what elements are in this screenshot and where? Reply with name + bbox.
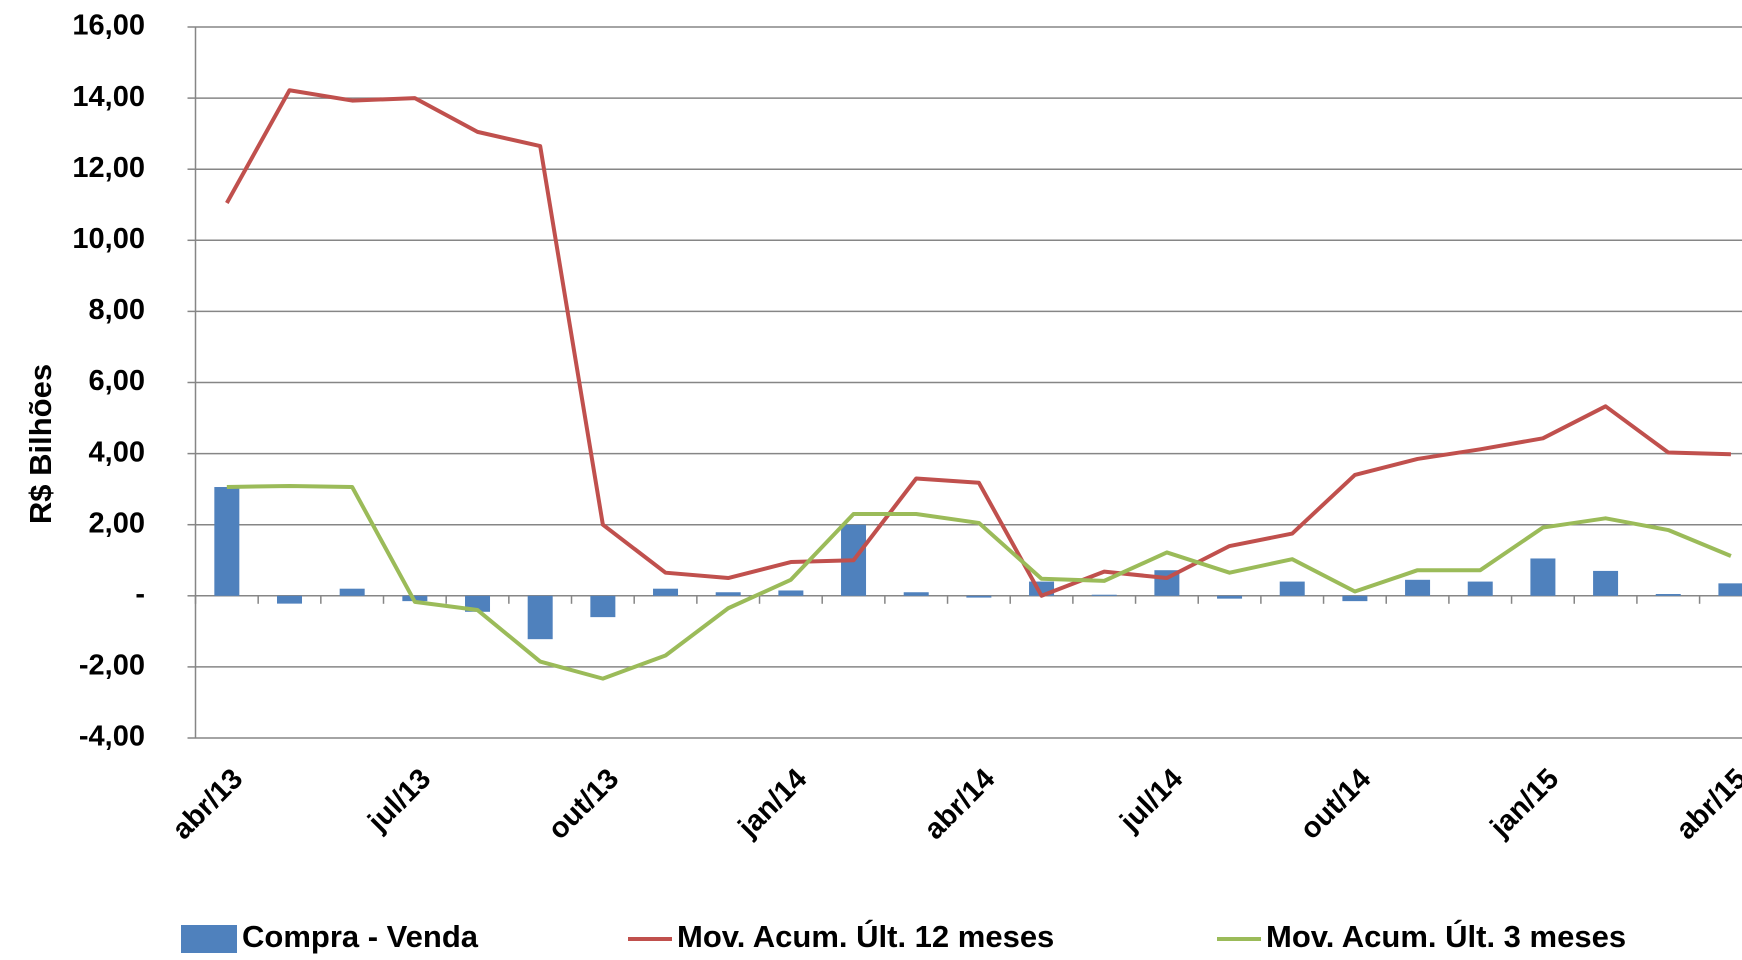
y-tick-label: 6,00 — [89, 365, 145, 397]
x-tick-label: abr/14 — [918, 763, 1001, 846]
bar — [1091, 594, 1117, 596]
bar — [778, 590, 804, 596]
legend-label: Mov. Acum. Últ. 12 meses — [677, 918, 1054, 954]
bar — [966, 595, 992, 598]
bar — [1467, 581, 1493, 596]
line — [226, 483, 1732, 681]
y-tick-label: 14,00 — [72, 81, 145, 113]
y-tick-label: 12,00 — [72, 152, 145, 184]
legend-label: Compra - Venda — [242, 919, 479, 954]
bar — [1593, 570, 1619, 596]
legend-label: Mov. Acum. Últ. 3 meses — [1266, 918, 1626, 954]
bar — [1405, 579, 1431, 596]
y-tick-label: -4,00 — [79, 721, 145, 753]
x-tick-label: abr/15 — [1670, 763, 1742, 846]
y-tick-label: 4,00 — [89, 436, 145, 468]
bar — [903, 592, 929, 596]
y-axis-label: R$ Bilhões — [23, 364, 58, 524]
x-tick-label: abr/13 — [166, 763, 249, 846]
line — [225, 88, 1731, 598]
y-tick-label: 8,00 — [89, 294, 145, 326]
y-tick-label: - — [135, 578, 145, 610]
x-tick-label: jul/13 — [361, 763, 437, 839]
bar — [1655, 594, 1681, 596]
y-tick-label: -2,00 — [79, 650, 145, 682]
bar — [214, 487, 240, 596]
y-tick-label: 10,00 — [72, 223, 145, 255]
bar — [527, 595, 553, 640]
bar — [1279, 581, 1305, 596]
bar — [1530, 558, 1556, 596]
bar — [1342, 595, 1368, 602]
bar — [590, 595, 616, 618]
bar — [653, 588, 679, 596]
x-tick-label: jan/14 — [732, 763, 813, 844]
y-tick-label: 16,00 — [72, 10, 145, 42]
x-tick-label: jul/14 — [1113, 763, 1189, 839]
bar — [1217, 595, 1243, 599]
x-tick-label: out/13 — [542, 763, 625, 846]
legend-swatch — [181, 925, 237, 953]
x-tick-label: jan/15 — [1484, 763, 1565, 844]
bar — [1718, 583, 1742, 596]
bar — [715, 592, 741, 596]
bar — [277, 595, 303, 604]
bar — [339, 588, 365, 596]
x-tick-label: out/14 — [1294, 763, 1377, 846]
y-tick-label: 2,00 — [89, 507, 145, 539]
